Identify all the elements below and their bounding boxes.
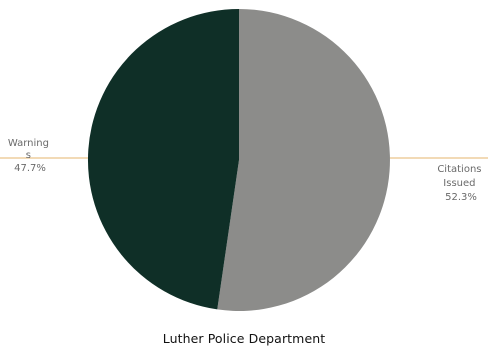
svg-text:Citations Issued 5: Citations Issued 52.3%	[437, 164, 484, 203]
slice-value-warnings: 47.7%	[14, 163, 46, 174]
svg-text:Warning s 47.7%: Warning s 47.7%	[8, 138, 52, 174]
pie-slice-warnings	[87, 9, 239, 310]
slice-value-citations-issued: 52.3%	[445, 192, 477, 203]
slice-category-warnings-line1: Warning	[8, 138, 49, 149]
footer-department-name: Luther Police Department	[162, 331, 326, 346]
pie-slice-citations-issued	[217, 9, 390, 311]
slice-category-citations-line1: Citations	[437, 164, 481, 175]
slice-label-warnings: Warning s 47.7%	[8, 138, 52, 174]
slice-category-citations-line2: Issued	[443, 178, 475, 189]
slice-label-citations-issued: Citations Issued 52.3%	[437, 164, 484, 203]
slice-category-warnings-line2: s	[26, 150, 31, 161]
pie-chart: Warning s 47.7% Citations Issued 52.3%	[0, 9, 488, 311]
